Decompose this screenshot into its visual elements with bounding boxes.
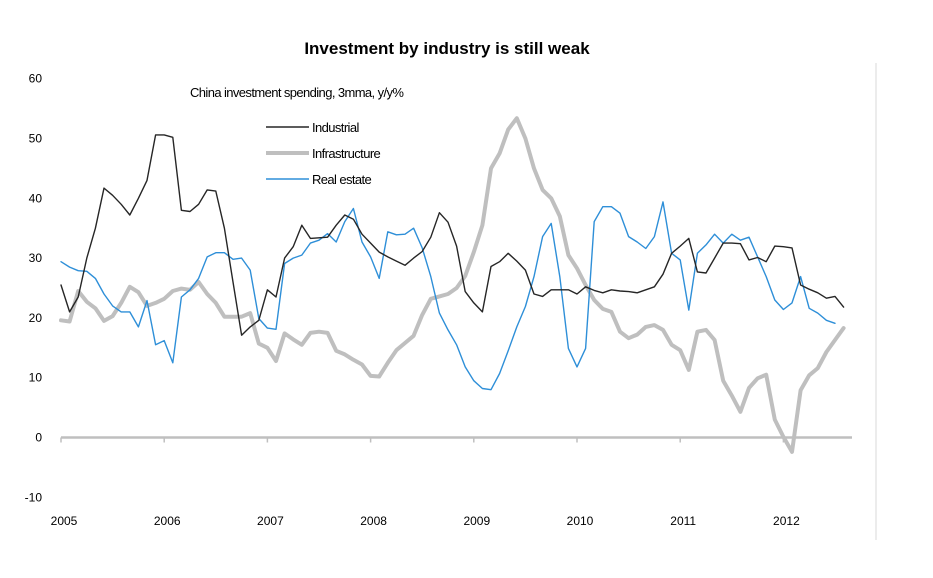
x-tick-label: 2011 (670, 514, 696, 528)
y-tick-label: 0 (35, 431, 42, 445)
y-tick-label: 60 (29, 72, 43, 86)
y-tick-label: 10 (29, 371, 43, 385)
series-line-industrial (60, 134, 845, 336)
x-tick-label: 2007 (257, 514, 284, 528)
series-lines (59, 116, 846, 454)
y-tick-label: -10 (25, 490, 43, 504)
y-tick-label: 50 (29, 132, 43, 146)
legend-label: Infrastructure (312, 146, 381, 161)
series-line-infrastructure (59, 116, 846, 454)
chart-title: Investment by industry is still weak (304, 39, 590, 58)
legend-label: Real estate (312, 172, 372, 187)
x-tick-label: 2009 (463, 514, 490, 528)
x-axis: 2005 2006 2007 2008 2009 2010 2011 2012 (51, 436, 852, 528)
x-tick-label: 2012 (773, 514, 800, 528)
x-tick-label: 2006 (154, 514, 181, 528)
y-tick-label: 20 (29, 311, 43, 325)
x-tick-label: 2010 (567, 514, 594, 528)
chart-subtitle: China investment spending, 3mma, y/y% (190, 85, 404, 100)
legend: Industrial Infrastructure Real estate (266, 120, 381, 187)
series-line-real-estate (60, 201, 836, 391)
legend-label: Industrial (312, 120, 359, 135)
x-tick-label: 2005 (51, 514, 78, 528)
y-axis: 60 50 40 30 20 10 0 -10 (25, 72, 43, 505)
y-tick-label: 30 (29, 251, 43, 265)
y-tick-label: 40 (29, 191, 43, 205)
x-tick-label: 2008 (360, 514, 387, 528)
